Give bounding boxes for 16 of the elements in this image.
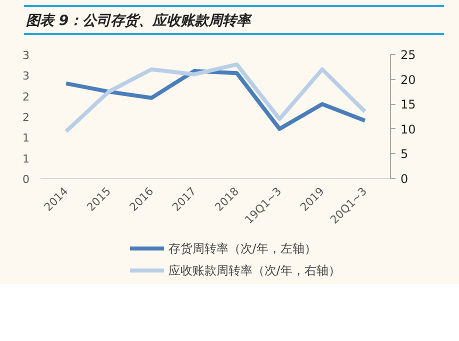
chart-title: 图表 9：公司存货、应收账款周转率 [26, 12, 251, 31]
y-tick-label: 2 [22, 111, 30, 124]
y-tick-label: 2 [22, 90, 30, 104]
y2-tick-label: 5 [400, 147, 408, 162]
y2-tick-label: 15 [400, 98, 416, 112]
y2-tick-label: 25 [400, 48, 416, 62]
y-tick-label: 1 [22, 152, 30, 166]
legend-label: 应收账款周转率（次/年，右轴） [168, 264, 340, 278]
y-tick-label: 3 [22, 70, 30, 83]
y-tick-label: 0 [22, 173, 30, 186]
y-tick-label: 1 [22, 132, 30, 145]
legend-label: 存货周转率（次/年，左轴） [168, 242, 316, 256]
y-tick-label: 3 [22, 49, 30, 62]
y2-tick-label: 20 [400, 72, 416, 87]
y2-tick-label: 0 [400, 172, 408, 186]
y2-tick-label: 10 [400, 122, 416, 136]
